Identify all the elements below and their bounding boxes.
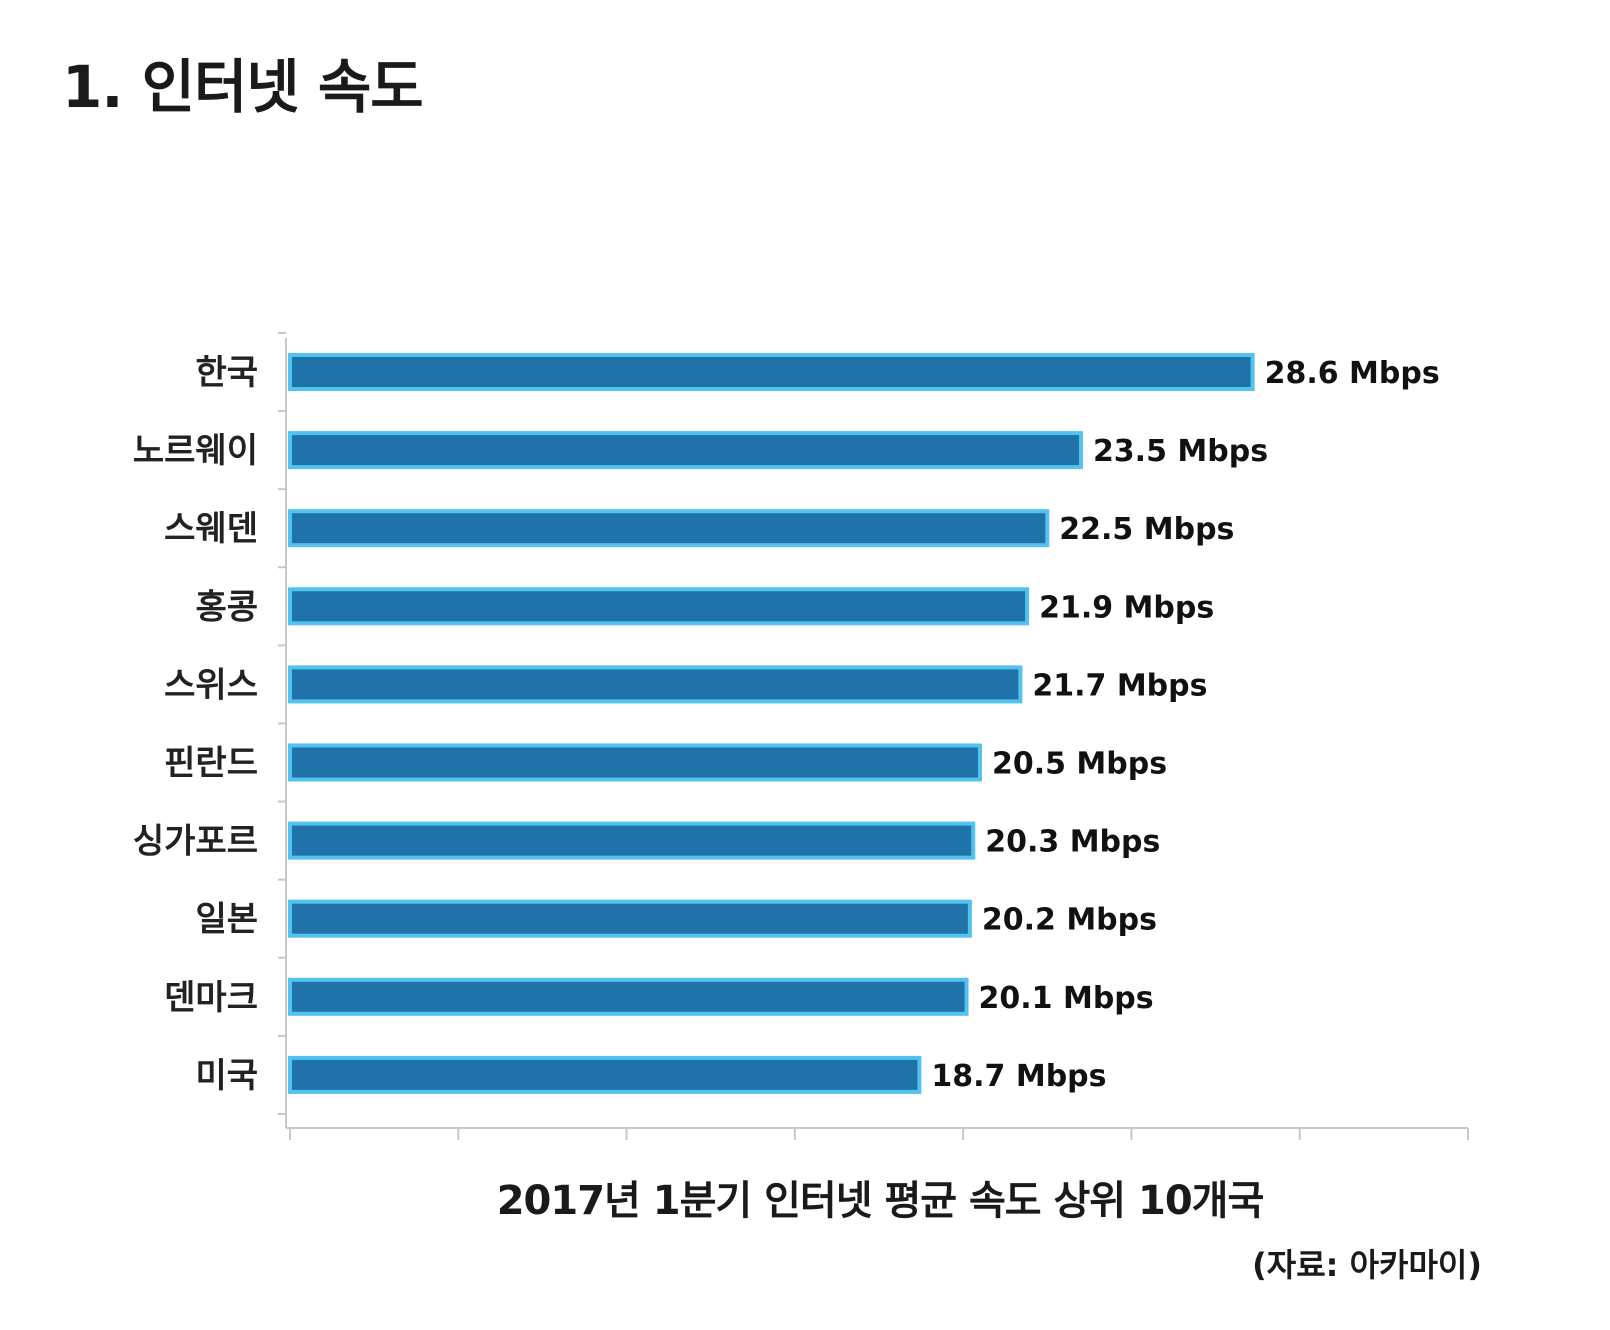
value-label: 21.9 Mbps	[1039, 590, 1214, 625]
value-label: 20.3 Mbps	[985, 825, 1160, 860]
bar	[288, 587, 1030, 626]
category-label: 스웨덴	[164, 509, 258, 549]
value-label: 28.6 Mbps	[1265, 356, 1440, 391]
category-label: 노르웨이	[133, 431, 258, 471]
page-title: 1. 인터넷 속도	[62, 53, 424, 121]
category-label: 일본	[195, 900, 258, 940]
category-label: 스위스	[164, 665, 258, 705]
value-label: 20.5 Mbps	[992, 747, 1167, 782]
category-label: 한국	[195, 353, 258, 393]
category-label: 홍콩	[195, 587, 258, 627]
bar	[288, 977, 969, 1016]
bar	[288, 821, 976, 860]
value-label: 22.5 Mbps	[1059, 512, 1234, 547]
category-label: 핀란드	[164, 744, 258, 784]
category-label: 싱가포르	[133, 822, 258, 862]
bar	[288, 743, 982, 782]
bar	[288, 665, 1023, 704]
value-label: 23.5 Mbps	[1093, 434, 1268, 469]
category-label: 미국	[195, 1056, 258, 1096]
source-note: (자료: 아카마이)	[1252, 1246, 1482, 1284]
value-label: 18.7 Mbps	[931, 1059, 1106, 1094]
value-label: 20.1 Mbps	[979, 981, 1154, 1016]
bar	[288, 353, 1255, 391]
bar	[288, 1055, 922, 1094]
bar	[288, 509, 1050, 548]
value-label: 21.7 Mbps	[1032, 668, 1207, 703]
bar	[288, 431, 1083, 470]
labels-layer: 한국 28.6 Mbps 노르웨이 23.5 Mbps 스웨덴 22.5 Mbps 홍콩 21…	[133, 353, 1440, 1096]
axis-layer	[278, 331, 1469, 1140]
bar-chart: 한국 28.6 Mbps 노르웨이 23.5 Mbps 스웨덴 22.5 Mbps 홍콩 21…	[133, 331, 1469, 1140]
category-label: 덴마크	[164, 978, 258, 1018]
bar	[288, 899, 972, 938]
chart-caption: 2017년 1분기 인터넷 평균 속도 상위 10개국	[496, 1178, 1265, 1224]
value-label: 20.2 Mbps	[982, 903, 1157, 938]
bars-layer	[288, 353, 1255, 1094]
